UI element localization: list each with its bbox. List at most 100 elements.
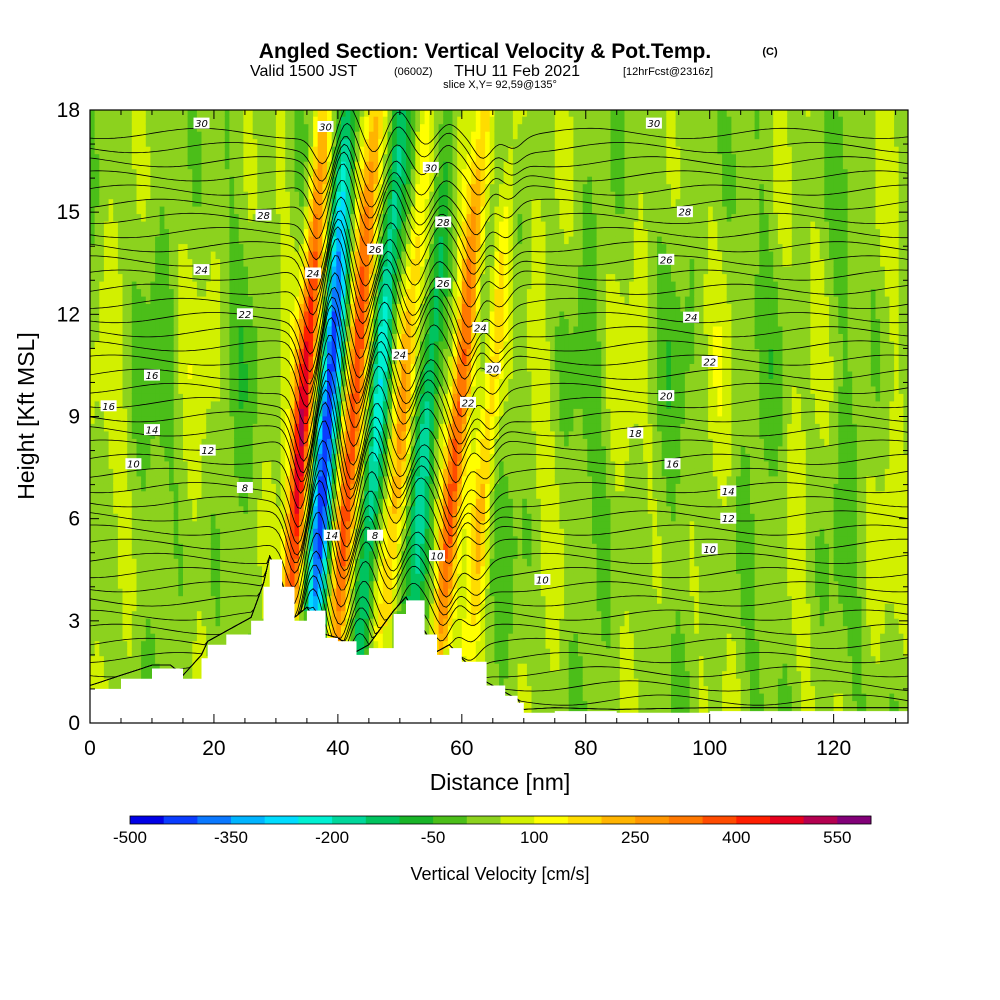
velocity-cell xyxy=(354,513,361,522)
velocity-cell xyxy=(354,110,361,117)
velocity-cell xyxy=(252,595,258,604)
velocity-cell xyxy=(103,550,110,559)
velocity-cell xyxy=(331,618,337,627)
velocity-cell xyxy=(229,146,235,155)
velocity-cell xyxy=(131,378,137,387)
velocity-cell xyxy=(94,633,100,642)
velocity-cell xyxy=(359,221,365,230)
velocity-cell xyxy=(210,363,216,372)
velocity-cell xyxy=(136,445,142,454)
velocity-cell xyxy=(229,123,235,132)
velocity-cell xyxy=(159,146,165,155)
velocity-cell xyxy=(99,161,105,170)
velocity-cell xyxy=(243,333,249,342)
velocity-cell xyxy=(145,116,151,125)
velocity-cell xyxy=(345,610,351,619)
velocity-cell xyxy=(243,528,249,537)
velocity-cell xyxy=(257,110,263,117)
velocity-cell xyxy=(127,588,133,597)
velocity-cell xyxy=(210,131,216,140)
velocity-cell xyxy=(127,640,133,649)
velocity-cell xyxy=(345,468,351,477)
velocity-cell xyxy=(308,281,314,290)
velocity-cell xyxy=(331,153,337,162)
velocity-cell xyxy=(131,445,137,454)
velocity-cell xyxy=(313,543,319,552)
velocity-cell xyxy=(238,393,244,402)
velocity-cell xyxy=(313,228,319,237)
velocity-cell xyxy=(183,535,189,544)
velocity-cell xyxy=(90,505,96,514)
velocity-cell xyxy=(178,228,184,237)
velocity-cell xyxy=(280,213,286,222)
velocity-cell xyxy=(141,423,147,432)
velocity-cell xyxy=(103,385,110,394)
velocity-cell xyxy=(90,138,96,147)
velocity-cell xyxy=(90,123,96,132)
velocity-cell xyxy=(159,206,165,215)
velocity-cell xyxy=(159,618,165,627)
velocity-cell xyxy=(150,168,156,177)
velocity-cell xyxy=(299,221,305,230)
velocity-cell xyxy=(359,213,365,222)
velocity-cell xyxy=(262,355,268,364)
velocity-cell xyxy=(294,191,300,200)
velocity-cell xyxy=(303,400,309,409)
velocity-cell xyxy=(266,295,272,304)
velocity-cell xyxy=(224,430,230,439)
velocity-cell xyxy=(308,110,314,117)
velocity-cell xyxy=(113,468,119,477)
velocity-cell xyxy=(350,123,356,132)
velocity-cell xyxy=(173,348,179,357)
velocity-cell xyxy=(187,236,193,245)
velocity-cell xyxy=(90,221,96,230)
velocity-cell xyxy=(201,191,207,200)
velocity-cell xyxy=(308,131,314,140)
velocity-cell xyxy=(238,588,244,597)
velocity-cell xyxy=(169,468,175,477)
velocity-cell xyxy=(331,288,337,297)
velocity-cell xyxy=(164,573,170,582)
velocity-cell xyxy=(103,595,110,604)
velocity-cell xyxy=(183,198,189,207)
velocity-cell xyxy=(220,610,226,619)
velocity-cell xyxy=(350,580,356,589)
velocity-cell xyxy=(192,110,198,117)
velocity-cell xyxy=(308,595,314,604)
velocity-cell xyxy=(90,213,96,222)
velocity-cell xyxy=(262,228,268,237)
velocity-cell xyxy=(178,251,184,260)
velocity-cell xyxy=(90,528,96,537)
velocity-cell xyxy=(187,295,193,304)
velocity-cell xyxy=(248,528,254,537)
velocity-cell xyxy=(141,213,147,222)
velocity-cell xyxy=(155,625,161,634)
velocity-cell xyxy=(234,498,240,507)
velocity-cell xyxy=(164,580,170,589)
velocity-cell xyxy=(331,243,337,252)
velocity-cell xyxy=(220,490,226,499)
velocity-cell xyxy=(275,505,282,514)
velocity-cell xyxy=(136,251,142,260)
velocity-cell xyxy=(169,610,175,619)
velocity-cell xyxy=(294,580,300,589)
velocity-cell xyxy=(345,633,351,642)
velocity-cell xyxy=(341,528,347,537)
velocity-cell xyxy=(183,633,189,642)
velocity-cell xyxy=(280,355,286,364)
velocity-cell xyxy=(131,325,137,334)
velocity-cell xyxy=(187,131,193,140)
velocity-cell xyxy=(262,378,268,387)
velocity-cell xyxy=(201,183,207,192)
velocity-cell xyxy=(113,370,119,379)
velocity-cell xyxy=(313,318,319,327)
velocity-cell xyxy=(108,206,114,215)
velocity-cell xyxy=(108,370,114,379)
velocity-cell xyxy=(122,251,128,260)
velocity-cell xyxy=(262,198,268,207)
velocity-cell xyxy=(201,468,207,477)
velocity-cell xyxy=(224,475,230,484)
velocity-cell xyxy=(159,408,165,417)
velocity-cell xyxy=(164,191,170,200)
velocity-cell xyxy=(210,348,216,357)
